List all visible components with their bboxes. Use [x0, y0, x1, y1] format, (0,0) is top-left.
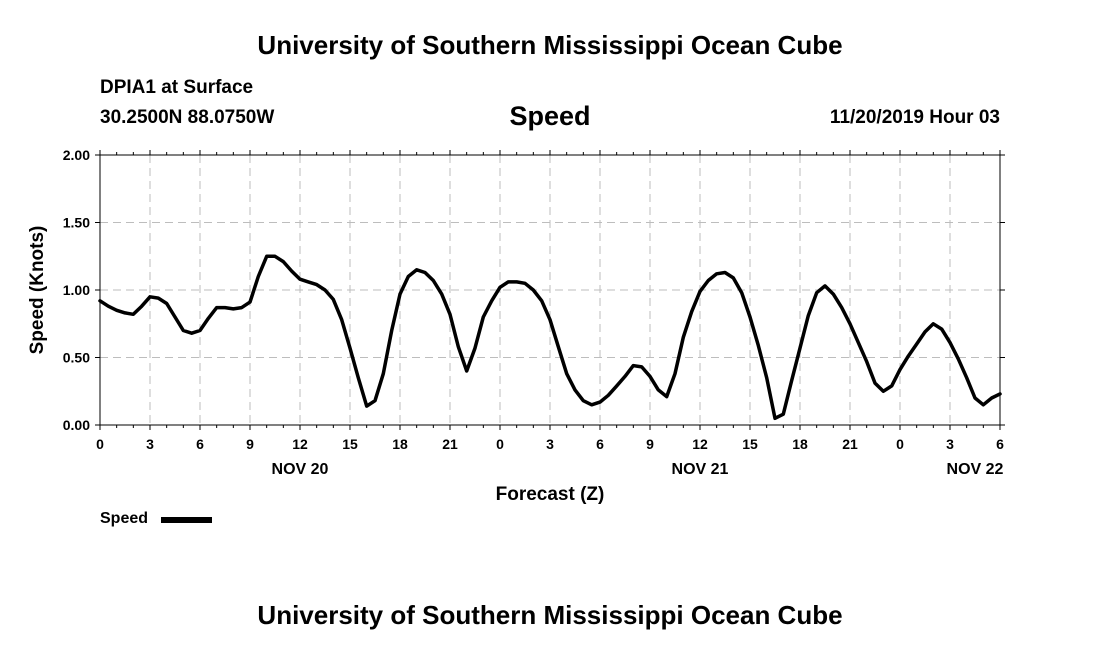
x-tick-label: 15 [742, 436, 758, 452]
plot-frame [99, 154, 1001, 426]
x-tick-label: 6 [196, 436, 204, 452]
x-tick-label: 0 [496, 436, 504, 452]
y-tick-label: 0.50 [63, 350, 90, 366]
page-title: University of Southern Mississippi Ocean… [257, 30, 843, 60]
y-tick-label: 0.00 [63, 417, 90, 433]
x-axis-title: Forecast (Z) [496, 484, 605, 505]
x-tick-label: 15 [342, 436, 358, 452]
legend-swatch [161, 517, 212, 523]
station-label: DPIA1 at Surface [100, 77, 254, 98]
x-tick-label: 21 [842, 436, 858, 452]
x-tick-label: 0 [896, 436, 904, 452]
x-tick-label: 18 [392, 436, 408, 452]
x-tick-label: 6 [596, 436, 604, 452]
x-tick-label: 9 [646, 436, 654, 452]
date-label: NOV 20 [272, 461, 329, 478]
date-label: NOV 21 [672, 461, 729, 478]
speed-series-line [98, 254, 1002, 421]
footer-title: University of Southern Mississippi Ocean… [257, 600, 843, 630]
variable-title: Speed [509, 101, 591, 131]
y-axis-title: Speed (Knots) [27, 226, 48, 355]
x-tick-label: 3 [546, 436, 554, 452]
x-tick-label: 12 [292, 436, 308, 452]
y-tick-label: 1.00 [63, 282, 90, 298]
date-label: NOV 22 [947, 461, 1004, 478]
timestamp-label: 11/20/2019 Hour 03 [829, 107, 1000, 128]
x-tick-label: 18 [792, 436, 808, 452]
y-tick-label: 2.00 [63, 147, 90, 163]
x-tick-label: 9 [246, 436, 254, 452]
legend-label: Speed [100, 510, 149, 527]
x-tick-label: 21 [442, 436, 458, 452]
coordinates-label: 30.2500N 88.0750W [100, 107, 275, 128]
x-tick-label: 3 [146, 436, 154, 452]
x-tick-label: 6 [996, 436, 1004, 452]
y-tick-label: 1.50 [63, 215, 90, 231]
x-tick-label: 0 [96, 436, 104, 452]
x-tick-label: 12 [692, 436, 708, 452]
x-tick-label: 3 [946, 436, 954, 452]
